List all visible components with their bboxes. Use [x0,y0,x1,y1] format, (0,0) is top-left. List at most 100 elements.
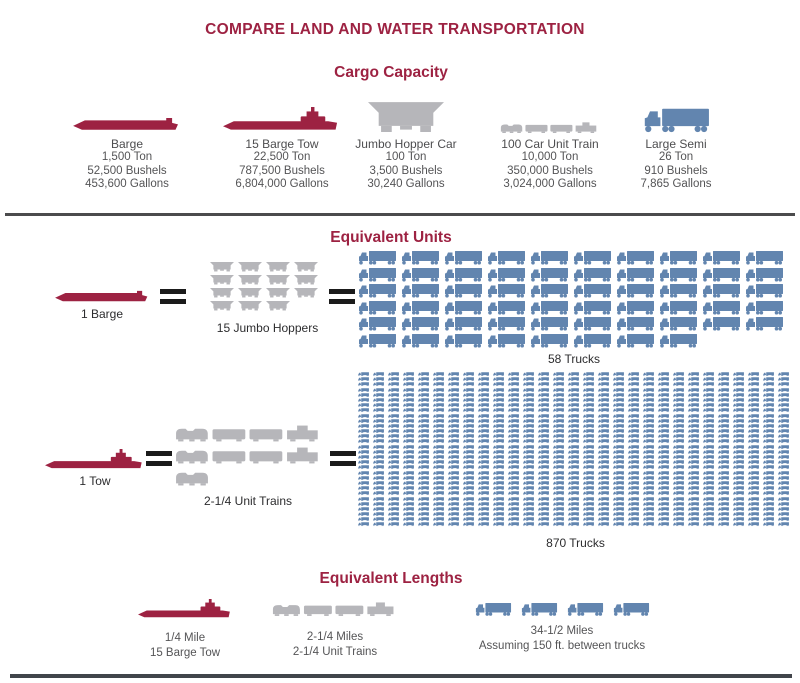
truck-icon [762,377,775,381]
truck-icon [657,382,670,386]
truck-icon [702,502,715,506]
truck-icon [552,497,565,501]
truck-icon [687,476,700,480]
truck-icon [492,398,505,402]
truck-icon [657,419,670,423]
truck-icon [612,388,625,392]
truck-icon [672,398,685,402]
truck-icon [687,372,700,376]
truck-icon [717,403,730,407]
truck-icon [417,382,430,386]
truck-icon [387,372,400,376]
truck-icon [486,283,526,298]
truck-icon [627,393,640,397]
truck-icon [732,522,745,526]
truck-icon [672,445,685,449]
truck-icon [582,481,595,485]
cargo-item-barge-tow: 15 Barge Tow 22,500 Ton 787,500 Bushels … [207,97,357,192]
truck-icon [732,491,745,495]
cargo-item-unit-train: 100 Car Unit Train 10,000 Ton 350,000 Bu… [470,97,630,192]
truck-icon [597,522,610,526]
truck-icon [507,439,520,443]
truck-icon [552,424,565,428]
truck-icon [701,300,741,315]
truck-icon [387,502,400,506]
truck-icon [642,497,655,501]
truck-icon [447,434,460,438]
truck-icon [387,393,400,397]
truck-icon [597,382,610,386]
truck-icon [732,450,745,454]
truck-icon [717,491,730,495]
semi-truck-icon [601,97,751,133]
truck-icon [417,414,430,418]
truck-icon [672,497,685,501]
truck-icon [732,408,745,412]
truck-icon [642,481,655,485]
tow-row-label: 1 Tow [79,474,111,488]
truck-icon [732,388,745,392]
truck-icon [357,465,370,469]
truck-icon [732,471,745,475]
truck-icon [477,445,490,449]
hopper-car-icon [328,97,484,133]
truck-icon [462,491,475,495]
truck-icon [642,522,655,526]
truck-icon [717,429,730,433]
truck-icon [492,429,505,433]
truck-icon [702,439,715,443]
truck-icon [552,414,565,418]
truck-icon [582,382,595,386]
truck-icon [567,408,580,412]
truck-icon [357,502,370,506]
truck-icon [507,408,520,412]
hopper-icon [210,262,234,272]
truck-icon [522,377,535,381]
truck-icon [402,393,415,397]
truck-icon [507,414,520,418]
truck-icon [687,388,700,392]
truck-icon [657,393,670,397]
truck-icon [627,502,640,506]
truck-icon [762,393,775,397]
truck-icon [402,408,415,412]
truck-icon [658,250,698,265]
cargo-item-name: 15 Barge Tow [245,137,319,151]
truck-icon [492,507,505,511]
truck-icon [552,419,565,423]
truck-icon [747,393,760,397]
train-icon [175,447,323,464]
hopper-icon [210,288,234,298]
truck-icon [657,497,670,501]
truck-icon [657,465,670,469]
truck-icon [777,450,790,454]
truck-icon [477,439,490,443]
truck-icon [702,486,715,490]
truck-icon [597,398,610,402]
truck-icon [387,491,400,495]
truck-icon [642,403,655,407]
truck-icon [762,512,775,516]
truck-icon [597,512,610,516]
truck-icon [372,486,385,490]
truck-icon [762,414,775,418]
truck-icon [657,507,670,511]
hopper-icon [210,275,234,285]
truck-icon [529,267,569,282]
truck-icon [702,481,715,485]
truck-icon [552,507,565,511]
truck-icon [402,419,415,423]
truck-icon [612,419,625,423]
truck-icon [492,486,505,490]
truck-icon [552,382,565,386]
truck-icon [582,491,595,495]
hopper-icon [294,275,318,285]
truck-icon [717,460,730,464]
truck-icon [762,388,775,392]
truck-icon [687,377,700,381]
truck-icon [732,429,745,433]
truck-icon [522,517,535,521]
truck-icon [387,398,400,402]
truck-icon [612,476,625,480]
truck-icon [522,465,535,469]
